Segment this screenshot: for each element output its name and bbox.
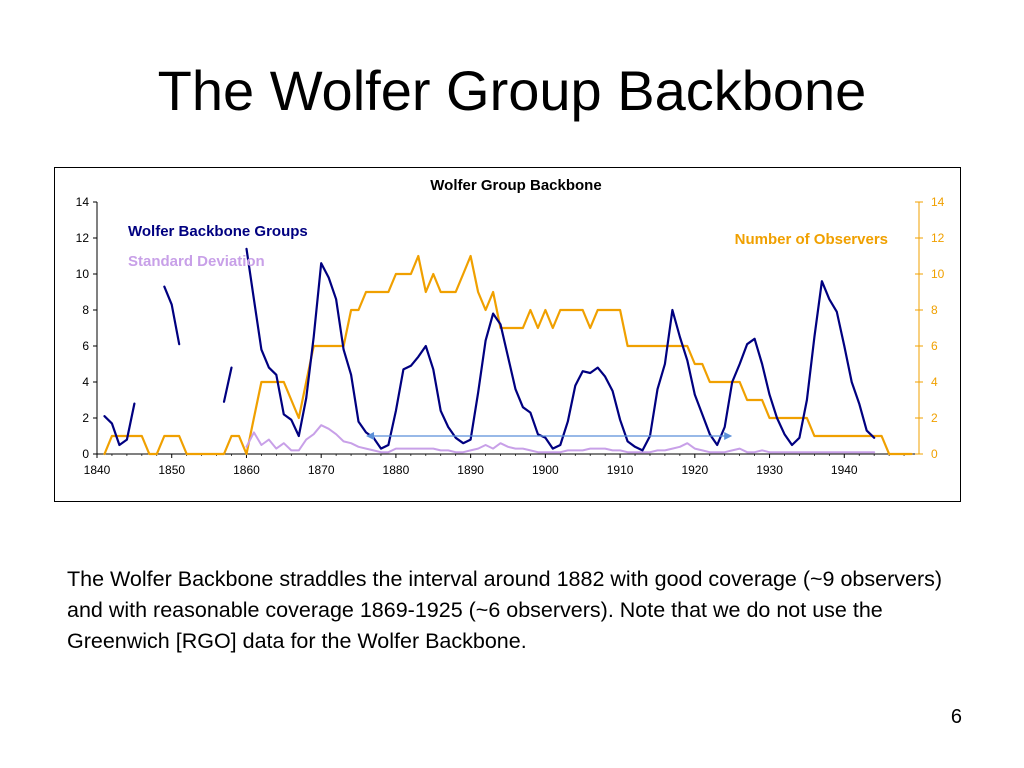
x-tick-label: 1850	[158, 463, 185, 477]
y2-tick-label: 0	[931, 447, 938, 461]
x-tick-label: 1930	[756, 463, 783, 477]
slide-body-text: The Wolfer Backbone straddles the interv…	[67, 567, 943, 653]
x-tick-label: 1860	[233, 463, 260, 477]
y2-tick-label: 2	[931, 411, 938, 425]
annotation-number-of-observers: Number of Observers	[735, 231, 888, 248]
interval-arrow-head-right	[724, 432, 733, 440]
slide-title: The Wolfer Group Backbone	[157, 59, 867, 122]
page-number: 6	[950, 706, 962, 728]
axes-layer: 1840 1850 1860 1870 1880 1890 1900 1910 1920 1930…	[76, 195, 945, 477]
y2-tick-label: 10	[931, 267, 945, 281]
annotation-standard-deviation: Standard Deviation	[128, 253, 265, 270]
annotation-layer: Wolfer Backbone Groups Standard Deviation…	[128, 223, 888, 440]
annotation-wolfer-backbone-groups: Wolfer Backbone Groups	[128, 223, 308, 240]
y2-tick-label: 6	[931, 339, 938, 353]
y-tick-label: 10	[76, 267, 90, 281]
y2-tick-label: 4	[931, 375, 938, 389]
y-tick-label: 12	[76, 231, 90, 245]
series-line-wolfer-backbone-groups	[163, 285, 181, 346]
y-tick-label: 14	[76, 195, 90, 209]
y-tick-label: 6	[82, 339, 89, 353]
interval-arrow-head-left	[366, 432, 375, 440]
y2-tick-label: 12	[931, 231, 945, 245]
x-tick-label: 1900	[532, 463, 559, 477]
series-line-wolfer-backbone-groups	[222, 366, 233, 403]
series-line-wolfer-backbone-groups	[245, 247, 876, 452]
y-tick-label: 8	[82, 303, 89, 317]
x-tick-label: 1840	[84, 463, 111, 477]
x-tick-label: 1870	[308, 463, 335, 477]
x-tick-label: 1880	[383, 463, 410, 477]
y-tick-label: 0	[82, 447, 89, 461]
chart-frame: Wolfer Group Backbone 1840 1850 1860 1870 18…	[54, 167, 961, 502]
y-tick-label: 4	[82, 375, 89, 389]
y-tick-label: 2	[82, 411, 89, 425]
series-layer	[103, 247, 913, 456]
series-line-standard-deviation	[245, 424, 876, 454]
y2-tick-label: 14	[931, 195, 945, 209]
x-tick-label: 1940	[831, 463, 858, 477]
chart-svg: Wolfer Group Backbone 1840 1850 1860 1870 18…	[76, 177, 945, 477]
series-line-wolfer-backbone-groups	[103, 402, 136, 447]
x-tick-label: 1920	[681, 463, 708, 477]
y2-tick-label: 8	[931, 303, 938, 317]
x-tick-label: 1910	[607, 463, 634, 477]
x-tick-label: 1890	[457, 463, 484, 477]
chart-title: Wolfer Group Backbone	[430, 177, 601, 194]
